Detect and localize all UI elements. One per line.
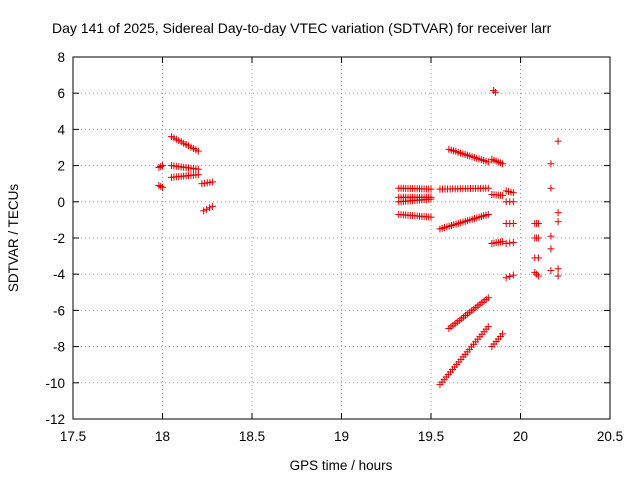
data-point-marker <box>534 220 542 228</box>
data-point-marker <box>554 218 562 226</box>
data-point-marker <box>491 88 499 96</box>
data-point-marker <box>509 198 517 206</box>
y-tick-labels: -12 -10 -8 -6 -4 -2 0 2 4 6 8 <box>45 50 65 427</box>
y-tick-label: 6 <box>57 86 65 101</box>
data-point-marker <box>534 272 542 280</box>
data-point-marker <box>484 294 492 302</box>
data-point-marker <box>547 232 555 240</box>
y-axis-label: SDTVAR / TECUs <box>6 184 21 293</box>
data-point-marker <box>490 86 498 94</box>
y-tick-label: -12 <box>45 412 65 427</box>
data-point-marker <box>509 220 517 228</box>
data-point-marker <box>506 272 514 280</box>
data-point-marker <box>159 183 166 191</box>
data-point-marker <box>533 270 541 278</box>
data-point-marker <box>509 189 517 197</box>
y-tick-label: 2 <box>57 159 65 174</box>
data-point-marker <box>509 271 517 279</box>
y-tick-label: 8 <box>57 50 65 65</box>
data-point-marker <box>427 213 435 221</box>
data-point-marker <box>499 238 507 246</box>
data-point-marker <box>554 209 562 217</box>
data-point-marker <box>194 147 202 155</box>
data-point-marker <box>531 268 539 276</box>
y-tick-label: -4 <box>53 267 65 282</box>
x-axis-label: GPS time / hours <box>290 458 393 473</box>
grid-lines <box>73 57 610 419</box>
data-point-marker <box>484 158 492 166</box>
data-points <box>155 86 562 389</box>
x-tick-label: 20.5 <box>597 429 623 444</box>
data-point-marker <box>159 162 166 170</box>
x-tick-label: 17.5 <box>60 429 86 444</box>
data-point-marker <box>427 195 435 203</box>
data-point-marker <box>554 272 562 280</box>
data-point-marker <box>509 239 517 247</box>
data-point-marker <box>502 274 510 282</box>
y-tick-label: 0 <box>57 195 65 210</box>
y-tick-label: -2 <box>53 231 65 246</box>
data-point-marker <box>209 178 217 186</box>
data-point-marker <box>155 182 163 190</box>
data-point-marker <box>194 171 202 179</box>
data-point-marker <box>547 184 555 192</box>
data-point-marker <box>209 202 217 210</box>
data-point-marker <box>206 204 214 212</box>
data-point-marker <box>155 163 163 171</box>
x-tick-label: 20 <box>513 429 528 444</box>
data-point-marker <box>547 160 555 168</box>
x-tick-label: 19 <box>334 429 349 444</box>
x-tick-labels: 17.5 18 18.5 19 19.5 20 20.5 <box>60 429 623 444</box>
data-point-marker <box>499 330 507 338</box>
x-tick-label: 18 <box>155 429 170 444</box>
data-point-marker <box>534 234 542 242</box>
data-point-marker <box>203 205 211 213</box>
data-point-marker <box>484 210 492 218</box>
data-point-marker <box>499 160 507 168</box>
x-tick-label: 19.5 <box>418 429 444 444</box>
data-point-marker <box>484 184 492 192</box>
data-point-marker <box>534 254 542 262</box>
data-point-marker <box>547 245 555 253</box>
data-point-marker <box>157 163 165 171</box>
data-point-marker <box>157 182 165 190</box>
chart-title: Day 141 of 2025, Sidereal Day-to-day VTE… <box>52 20 552 36</box>
axis-ticks <box>72 56 611 420</box>
data-point-marker <box>427 185 435 193</box>
data-point-marker <box>484 323 492 331</box>
data-point-marker <box>554 137 562 145</box>
data-point-marker <box>499 191 507 199</box>
data-point-marker <box>200 207 208 215</box>
y-tick-label: 4 <box>57 122 65 137</box>
y-tick-label: -6 <box>53 303 65 318</box>
y-tick-label: -10 <box>45 376 65 391</box>
data-point-marker <box>554 265 562 273</box>
x-tick-label: 18.5 <box>239 429 265 444</box>
data-point-marker <box>547 267 555 275</box>
y-tick-label: -8 <box>53 340 65 355</box>
